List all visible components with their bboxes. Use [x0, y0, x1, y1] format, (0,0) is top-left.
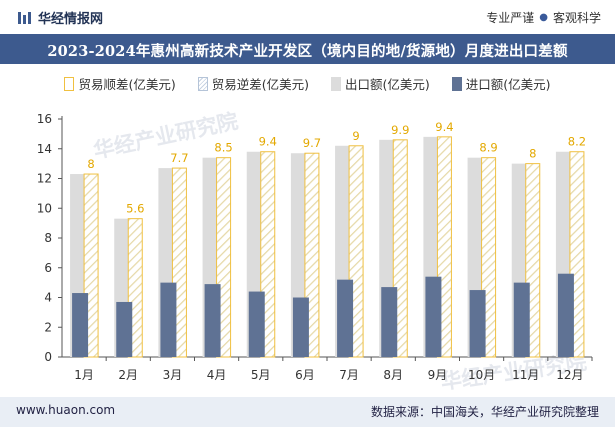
- import-bar: [160, 282, 177, 357]
- x-tick-label: 10月: [468, 368, 495, 382]
- import-bar: [557, 273, 574, 357]
- x-tick-label: 7月: [339, 368, 359, 382]
- legend-swatch-surplus: [64, 76, 75, 91]
- x-tick-label: 1月: [74, 368, 94, 382]
- import-bar: [337, 279, 354, 357]
- surplus-data-label: 9.4: [259, 135, 277, 149]
- footer: www.huaon.com 数据来源：中国海关，华经产业研究院整理: [0, 397, 615, 427]
- x-tick-label: 5月: [251, 368, 271, 382]
- surplus-data-label: 9.9: [391, 123, 409, 137]
- import-bar: [72, 293, 89, 357]
- legend-item-import: 进口额(亿美元): [451, 74, 551, 93]
- y-tick-label: 0: [44, 350, 52, 364]
- legend-swatch-deficit: [197, 76, 208, 91]
- bullet-icon: ●: [539, 12, 548, 23]
- legend-label-deficit: 贸易逆差(亿美元): [211, 77, 309, 92]
- legend-item-surplus: 贸易顺差(亿美元): [64, 74, 176, 93]
- brand-name: 华经情报网: [38, 12, 104, 27]
- surplus-data-label: 7.7: [170, 151, 188, 165]
- surplus-data-label: 9.7: [303, 136, 321, 150]
- x-tick-label: 11月: [512, 368, 539, 382]
- import-bar: [204, 284, 221, 357]
- tagline-b: 客观科学: [552, 11, 601, 25]
- legend-label-surplus: 贸易顺差(亿美元): [78, 77, 176, 92]
- import-bar: [292, 297, 309, 357]
- surplus-data-label: 9.4: [435, 120, 453, 134]
- x-tick-label: 6月: [295, 368, 315, 382]
- import-bar: [513, 282, 530, 357]
- x-tick-label: 2月: [118, 368, 138, 382]
- y-tick-label: 12: [37, 172, 52, 186]
- footer-url[interactable]: www.huaon.com: [16, 403, 116, 417]
- y-tick-label: 16: [37, 112, 52, 126]
- footer-source: 数据来源：中国海关，华经产业研究院整理: [370, 405, 599, 419]
- surplus-data-label: 8.9: [479, 141, 497, 155]
- surplus-data-label: 5.6: [126, 202, 144, 216]
- y-tick-label: 4: [44, 291, 52, 305]
- import-bar: [469, 290, 486, 357]
- import-bar: [248, 291, 265, 357]
- legend-swatch-export: [331, 76, 341, 91]
- y-tick-label: 6: [44, 261, 52, 275]
- legend: 贸易顺差(亿美元) 贸易逆差(亿美元) 出口额(亿美元) 进口额(亿美元): [0, 74, 615, 93]
- surplus-data-label: 8: [87, 157, 94, 171]
- legend-swatch-import: [451, 76, 462, 91]
- x-tick-label: 12月: [556, 368, 583, 382]
- brand-logo-icon: [18, 11, 31, 24]
- legend-item-export: 出口额(亿美元): [331, 74, 430, 93]
- legend-label-import: 进口额(亿美元): [465, 77, 551, 92]
- legend-label-export: 出口额(亿美元): [345, 77, 430, 92]
- y-tick-label: 10: [37, 201, 52, 215]
- surplus-data-label: 8: [529, 147, 536, 161]
- x-tick-label: 4月: [207, 368, 227, 382]
- top-bar: 华经情报网 专业严谨 ● 客观科学: [0, 0, 615, 34]
- x-tick-label: 3月: [163, 368, 183, 382]
- import-bar: [425, 276, 442, 357]
- chart-title: 2023-2024年惠州高新技术产业开发区（境内目的地/货源地）月度进出口差额: [47, 43, 568, 60]
- x-tick-label: 8月: [383, 368, 403, 382]
- import-bar: [116, 301, 133, 357]
- surplus-data-label: 8.5: [214, 141, 232, 155]
- tagline-a: 专业严谨: [486, 11, 535, 25]
- y-tick-label: 14: [37, 142, 52, 156]
- surplus-data-label: 9: [352, 129, 359, 143]
- brand: 华经情报网: [18, 8, 103, 27]
- chart-svg: 0 2 4 6 8 10 12 14 16 1月 2月 3月 4月 5月 6月 7月 8月 9月 10月 11月 12月…: [37, 112, 593, 382]
- legend-item-deficit: 贸易逆差(亿美元): [197, 74, 309, 93]
- x-tick-label: 9月: [428, 368, 448, 382]
- import-bar: [381, 287, 398, 357]
- y-tick-label: 8: [44, 231, 52, 245]
- surplus-data-label: 8.2: [568, 135, 586, 149]
- title-bar: 2023-2024年惠州高新技术产业开发区（境内目的地/货源地）月度进出口差额: [0, 34, 615, 64]
- tagline: 专业严谨 ● 客观科学: [486, 9, 601, 26]
- y-tick-label: 2: [44, 320, 52, 334]
